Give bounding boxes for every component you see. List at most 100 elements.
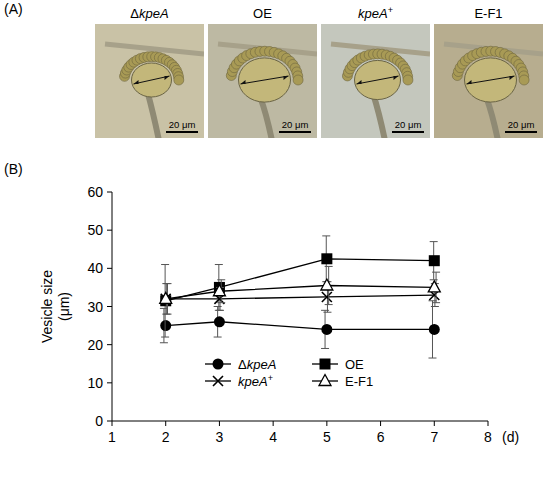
legend-entry: OE <box>312 357 364 372</box>
vesicle <box>465 58 517 102</box>
text-part: Δ <box>130 6 139 21</box>
stipe <box>374 95 386 138</box>
y-tick <box>107 382 112 383</box>
legend-marker <box>320 359 331 370</box>
text-part: + <box>388 5 393 15</box>
point <box>321 253 332 264</box>
vesicle <box>239 58 291 102</box>
text-part: (μm) <box>56 292 72 321</box>
y-tick-label: 30 <box>87 299 103 315</box>
panel-label: (A) <box>4 1 23 17</box>
x-tick <box>165 421 166 426</box>
x-tick <box>380 421 381 426</box>
point <box>429 324 440 335</box>
x-axis-title: (d) <box>502 429 519 445</box>
y-tick-label: 50 <box>87 222 103 238</box>
y-tick-label: 10 <box>87 375 103 391</box>
y-tick-label: 60 <box>87 184 103 200</box>
series <box>161 282 440 314</box>
text-part: E-F1 <box>345 374 373 389</box>
scale-bar-label: 20 μm <box>169 119 196 130</box>
series-line <box>166 286 435 299</box>
scale-bar <box>279 131 311 133</box>
micrograph-content <box>208 24 317 138</box>
text-part: kpeA <box>247 357 277 372</box>
image-ground <box>208 24 317 138</box>
point <box>160 320 171 331</box>
vesicle <box>355 60 401 99</box>
x-axis <box>112 421 488 422</box>
series-line <box>166 259 435 301</box>
x-tick-label: 1 <box>108 429 116 445</box>
scale-bar-label: 20 μm <box>395 119 422 130</box>
text-part: Δ <box>238 357 247 372</box>
micrograph: 20 μm ΔkpeA <box>95 6 204 143</box>
x-tick <box>488 421 489 426</box>
x-tick-label: 5 <box>323 429 331 445</box>
micrograph: 20 μm OE <box>208 6 317 143</box>
vesicle <box>132 63 172 97</box>
text-part: E-F1 <box>474 6 502 21</box>
series <box>160 266 441 314</box>
scale-bar <box>166 131 198 133</box>
text-part: kpeA <box>238 374 268 389</box>
point <box>321 324 332 335</box>
x-tick <box>273 421 274 426</box>
x-tick-label: 2 <box>162 429 170 445</box>
micrograph-content <box>321 24 430 138</box>
legend-entry: ΔkpeA <box>205 357 276 372</box>
image-caption: OE <box>253 6 272 21</box>
micrograph-content <box>95 24 204 138</box>
x-tick <box>219 421 220 426</box>
text-part: OE <box>253 6 272 21</box>
stipe <box>148 92 160 138</box>
y-tick <box>107 421 112 422</box>
conidium <box>519 75 529 85</box>
legend-label: ΔkpeA <box>238 357 276 372</box>
y-tick <box>107 230 112 231</box>
point <box>428 281 440 292</box>
conidium <box>293 75 303 85</box>
conidium <box>403 75 413 85</box>
y-tick <box>107 268 112 269</box>
arrow-head <box>241 76 289 84</box>
text-part: OE <box>345 357 364 372</box>
legend-marker <box>213 359 224 370</box>
scale-bar-label: 20 μm <box>282 119 309 130</box>
arrow-head <box>357 76 399 84</box>
image-caption: kpeA+ <box>358 5 393 21</box>
image-ground <box>321 24 430 138</box>
text-part: kpeA <box>139 6 169 21</box>
arrow-head <box>134 76 170 84</box>
point <box>214 316 225 327</box>
stipe <box>487 98 499 138</box>
text-part: kpeA <box>358 6 388 21</box>
micrograph: 20 μmE-F1 <box>434 6 543 143</box>
measure-arrow <box>467 76 515 84</box>
legend: ΔkpeA OE kpeA+ E-F1 <box>205 357 373 389</box>
axes: 010203040506012345678(d)Vesicle size(μm) <box>39 184 519 445</box>
x-tick-label: 7 <box>430 429 438 445</box>
legend-label: OE <box>345 357 364 372</box>
x-tick-label: 6 <box>377 429 385 445</box>
legend-label: kpeA+ <box>238 373 273 389</box>
y-tick-label: 20 <box>87 337 103 353</box>
x-tick <box>434 421 435 426</box>
image-caption: E-F1 <box>474 6 502 21</box>
y-axis-title: Vesicle size(μm) <box>39 270 72 343</box>
y-tick <box>107 192 112 193</box>
x-tick-label: 8 <box>484 429 492 445</box>
arrow-head <box>467 76 515 84</box>
measure-arrow <box>357 76 399 84</box>
legend-entry: E-F1 <box>312 374 373 389</box>
micrograph-content <box>434 24 543 138</box>
x-tick-label: 4 <box>269 429 277 445</box>
measure-arrow <box>241 76 289 84</box>
legend-entry: kpeA+ <box>205 373 273 389</box>
image-caption: ΔkpeA <box>130 6 168 21</box>
x-tick-label: 3 <box>216 429 224 445</box>
conidium <box>174 75 184 85</box>
point <box>321 279 333 290</box>
series-line <box>166 322 435 330</box>
scale-bar <box>505 131 537 133</box>
